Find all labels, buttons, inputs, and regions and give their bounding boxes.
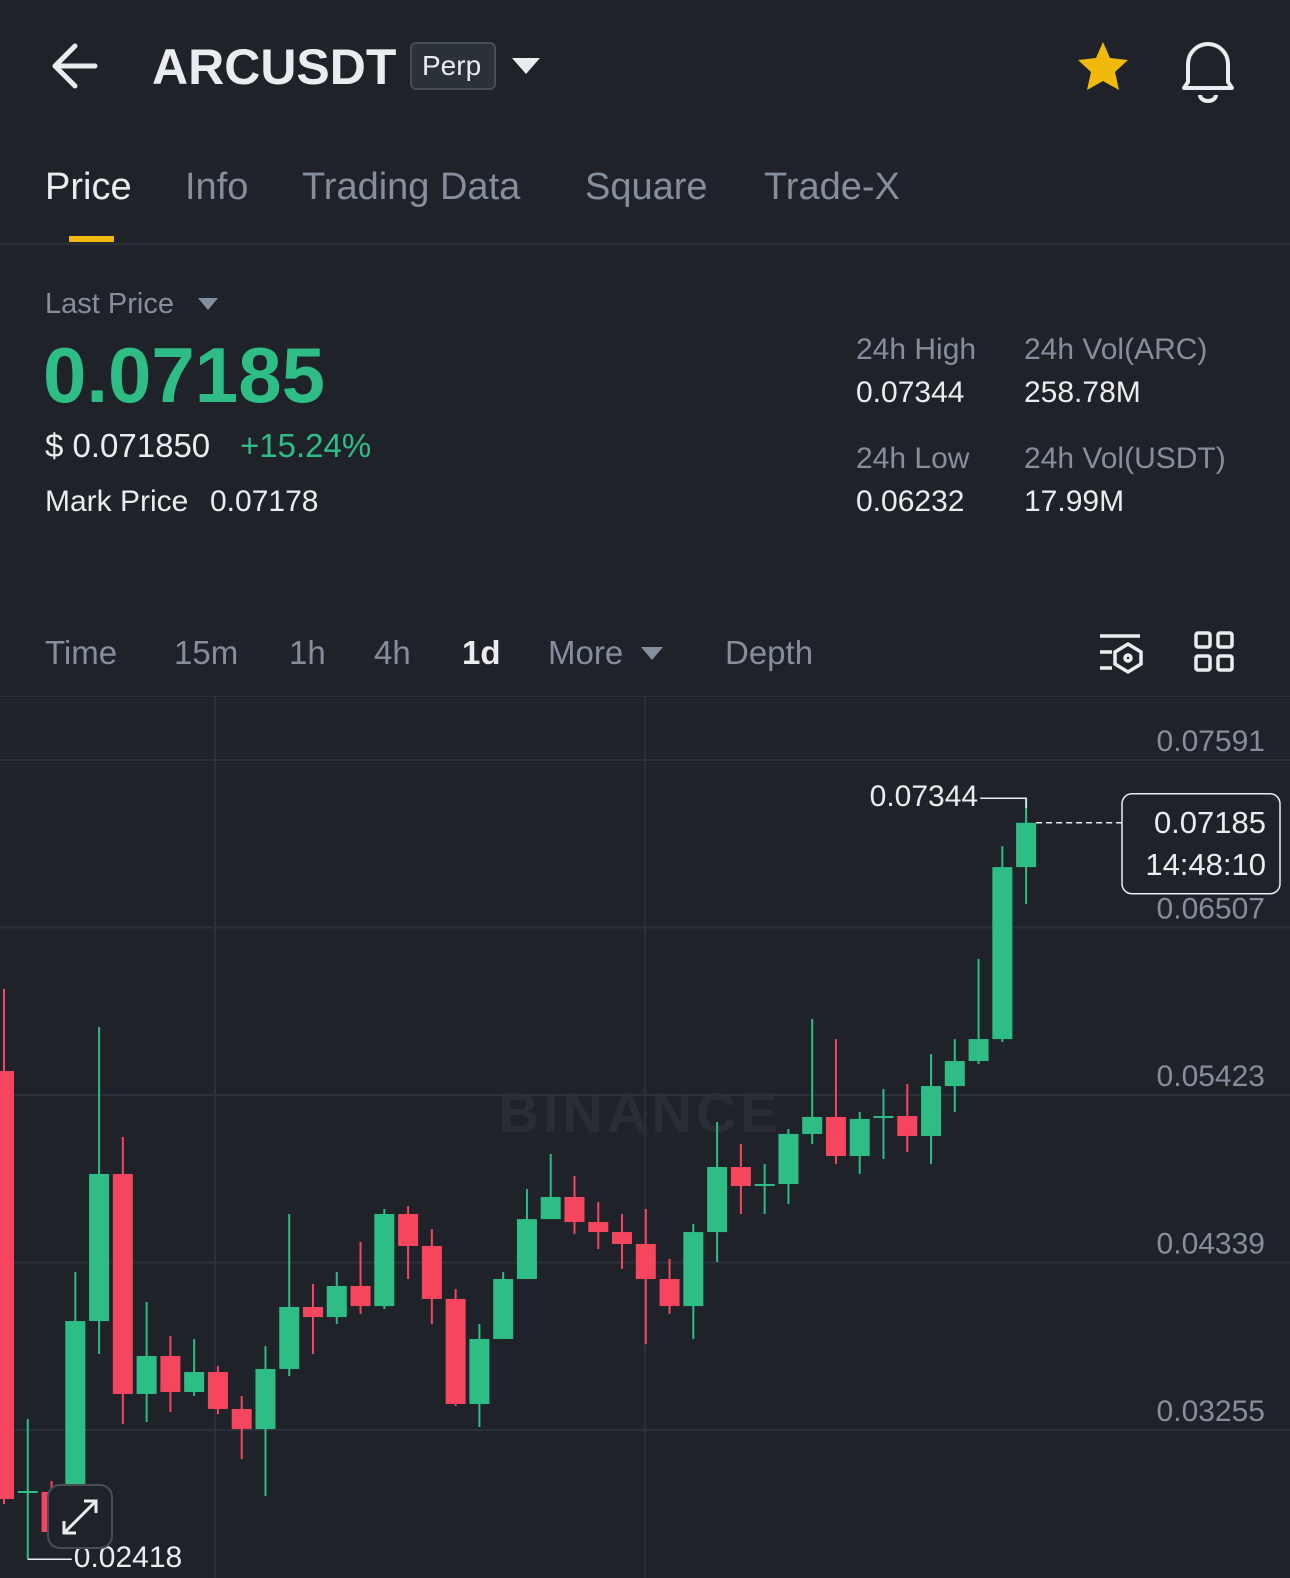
candle-body [136, 1355, 157, 1394]
candle-body [754, 1184, 775, 1187]
candle-body [921, 1086, 942, 1136]
candle-body [683, 1232, 704, 1307]
price-tag [1121, 793, 1281, 895]
candle-body [659, 1279, 680, 1307]
candle-body [326, 1285, 347, 1318]
candle-body [89, 1173, 110, 1322]
countdown: 14:48:10 [1145, 847, 1266, 882]
usd-price: $ 0.071850 [45, 427, 211, 464]
interval[interactable]: 15m [174, 634, 239, 671]
stat-label: 24h Vol(ARC) [1024, 333, 1208, 366]
candle-body [1016, 822, 1037, 868]
candle-body [635, 1243, 656, 1280]
candle-body [350, 1285, 371, 1307]
candle-body [445, 1298, 466, 1405]
interval[interactable]: 1d [462, 634, 501, 671]
stat-value: 0.07344 [856, 376, 965, 409]
stat-label: 24h Low [856, 442, 970, 475]
interval[interactable]: Time [45, 634, 118, 671]
change: +15.24% [240, 427, 372, 464]
y-tick-label: 0.04339 [1157, 1227, 1265, 1260]
candle-body [588, 1222, 609, 1233]
badge-bg [410, 42, 496, 90]
symbol: ARCUSDT [152, 39, 397, 95]
candle-body [707, 1167, 728, 1233]
stat-label: 24h High [856, 333, 977, 366]
layout-icon[interactable] [1194, 631, 1234, 672]
mark-price: 0.07178 [210, 485, 319, 518]
candle-body [944, 1061, 965, 1087]
back-icon[interactable] [52, 43, 98, 89]
candle-body [255, 1368, 276, 1430]
stat-value: 258.78M [1024, 376, 1141, 409]
leader-line [980, 797, 1027, 809]
candle-body [493, 1279, 514, 1339]
stat-value: 0.06232 [856, 485, 965, 518]
candle-body [516, 1219, 537, 1280]
candle-body [778, 1133, 799, 1185]
y-tick-label: 0.07591 [1157, 725, 1265, 758]
tab[interactable]: Trade-X [764, 166, 900, 208]
icons [0, 42, 1290, 697]
watermark: BINANCE [498, 1081, 781, 1144]
dropdown-icon[interactable] [641, 647, 663, 660]
interval[interactable]: Depth [725, 634, 814, 671]
candle-body [65, 1321, 86, 1519]
dropdown-icon[interactable] [512, 58, 540, 74]
dropdown-icon[interactable] [198, 298, 218, 310]
candle-body [612, 1232, 633, 1244]
interval[interactable]: 4h [374, 634, 411, 671]
stat-label: 24h Vol(USDT) [1024, 442, 1226, 475]
candle-body [897, 1116, 918, 1136]
candle-body [398, 1213, 419, 1246]
mark-price-label: Mark Price [45, 485, 189, 518]
tab[interactable]: Square [585, 166, 708, 208]
interval[interactable]: More [548, 634, 624, 671]
candle-body [873, 1116, 894, 1119]
candle-body [231, 1408, 252, 1430]
candle-body [207, 1372, 228, 1409]
candle-body [968, 1039, 989, 1062]
candle-body [303, 1306, 324, 1318]
candle-body [992, 867, 1013, 1040]
y-tick-label: 0.06507 [1157, 892, 1265, 925]
candle-body [0, 1071, 14, 1500]
y-tick-label: 0.05423 [1157, 1060, 1265, 1093]
chart: BINANCE 0.07591 0.06507 0.05423 0.04339 0.03… [0, 697, 1290, 1578]
high-label: 0.07344 [870, 780, 978, 813]
stat-value: 17.99M [1024, 485, 1125, 518]
last-price-label[interactable]: Last Price [45, 288, 174, 320]
candle-body [421, 1245, 442, 1299]
star-icon[interactable] [1078, 42, 1128, 90]
candle-body [730, 1167, 751, 1187]
tab[interactable]: Price [45, 166, 132, 208]
badge: Perp [422, 50, 482, 81]
indicator-icon[interactable] [1100, 634, 1143, 675]
candle-body [849, 1118, 870, 1157]
candle-body [374, 1213, 395, 1307]
y-tick-label: 0.03255 [1157, 1395, 1265, 1428]
tab[interactable]: Trading Data [302, 166, 521, 208]
candle-body [112, 1173, 133, 1394]
candle-body [160, 1355, 181, 1392]
candle-body [17, 1491, 38, 1494]
price-tag-value: 0.07185 [1154, 805, 1266, 840]
candle-body [540, 1196, 561, 1220]
candle-body [184, 1372, 205, 1392]
candle-body [469, 1338, 490, 1405]
interval[interactable]: 1h [289, 634, 326, 671]
expand-icon [62, 1499, 98, 1535]
candle-body [279, 1306, 300, 1369]
bell-icon[interactable] [1182, 42, 1234, 103]
tab-indicator [69, 236, 114, 242]
candle-body [825, 1116, 846, 1157]
candle-body [802, 1116, 823, 1134]
tab[interactable]: Info [185, 166, 249, 208]
candle-body [564, 1196, 585, 1223]
last-price: 0.07185 [43, 331, 325, 419]
